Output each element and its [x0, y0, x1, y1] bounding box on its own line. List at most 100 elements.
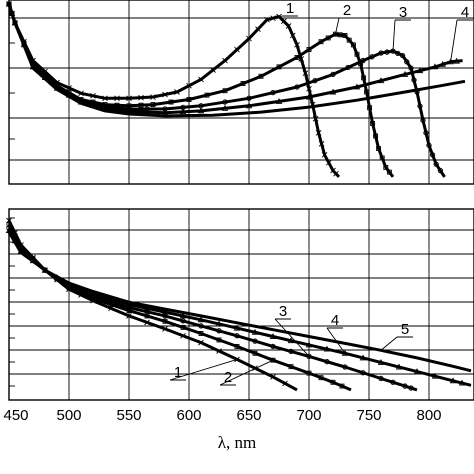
data-point-4 — [251, 328, 259, 335]
data-point-1 — [294, 42, 300, 48]
data-point-3 — [437, 167, 444, 174]
data-point-3 — [234, 333, 240, 339]
curve-label-3: 3 — [279, 303, 287, 320]
bottom-panel: 1 2 3 4 5 — [5, 208, 474, 401]
data-point-2 — [294, 54, 300, 60]
curve-label-3: 3 — [399, 4, 407, 21]
data-point-1 — [318, 141, 325, 147]
data-point-4 — [449, 377, 457, 384]
data-point-1 — [126, 95, 132, 102]
data-point-2 — [204, 92, 210, 98]
data-point-2 — [386, 169, 392, 175]
data-point-2 — [306, 47, 312, 53]
data-point-3 — [342, 364, 348, 370]
data-point-4 — [179, 108, 187, 115]
data-point-3 — [180, 318, 186, 324]
data-point-2 — [337, 32, 343, 38]
data-point-4 — [431, 372, 439, 379]
data-point-1 — [270, 374, 276, 380]
data-point-2 — [339, 383, 345, 389]
data-point-1 — [144, 319, 150, 326]
data-point-1 — [222, 57, 228, 64]
x-axis-label: λ, nm — [218, 433, 256, 452]
x-tick-label: 600 — [176, 407, 201, 424]
data-point-4 — [323, 345, 331, 352]
data-point-1 — [114, 95, 120, 102]
curve-label-leader-3 — [274, 318, 310, 357]
data-point-2 — [270, 357, 276, 363]
data-point-3 — [345, 64, 351, 71]
data-point-1 — [210, 67, 216, 73]
data-point-4 — [416, 67, 424, 74]
data-point-3 — [423, 130, 429, 136]
curve-label-5: 5 — [401, 321, 409, 338]
data-point-3 — [426, 142, 432, 149]
data-point-4 — [439, 60, 447, 67]
data-point-3 — [404, 59, 410, 65]
data-point-2 — [186, 97, 192, 102]
data-point-1 — [325, 159, 332, 166]
data-point-1 — [78, 90, 84, 97]
x-tick-labels: 450 500 550 600 650 700 750 800 — [3, 407, 441, 424]
curve-label-leader-1 — [169, 358, 238, 381]
data-point-4 — [413, 368, 421, 375]
data-point-2 — [342, 32, 348, 38]
data-point-4 — [233, 324, 241, 331]
data-point-3 — [417, 103, 423, 109]
data-point-4 — [431, 63, 439, 70]
data-point-2 — [364, 89, 370, 95]
data-point-3 — [429, 152, 436, 158]
data-point-1 — [180, 332, 186, 339]
data-point-3 — [378, 50, 384, 56]
data-point-4 — [197, 107, 205, 114]
data-point-2 — [150, 102, 156, 108]
data-point-1 — [289, 32, 296, 39]
data-point-1 — [264, 16, 270, 23]
x-tick-label: 550 — [116, 407, 141, 424]
data-point-4 — [269, 333, 277, 339]
data-point-3 — [198, 323, 204, 329]
data-point-2 — [370, 120, 376, 126]
data-point-4 — [161, 308, 169, 315]
curve-label-leader-4 — [450, 19, 473, 62]
data-point-1 — [315, 130, 322, 136]
series-line-1 — [7, 219, 298, 392]
data-point-2 — [376, 146, 382, 152]
data-point-4 — [329, 88, 337, 95]
data-point-4 — [458, 379, 466, 386]
data-point-3 — [384, 49, 390, 55]
data-point-2 — [234, 343, 240, 349]
data-point-4 — [305, 341, 313, 348]
data-point-2 — [168, 99, 174, 105]
data-point-4 — [377, 359, 385, 365]
data-point-2 — [318, 375, 324, 381]
data-point-1 — [333, 170, 339, 177]
x-tick-label: 500 — [56, 407, 81, 424]
data-point-3 — [252, 338, 258, 344]
x-tick-label: 700 — [296, 407, 321, 424]
data-point-2 — [361, 75, 367, 81]
data-point-1 — [138, 94, 144, 101]
data-point-1 — [255, 26, 261, 32]
data-point-2 — [350, 42, 356, 48]
data-point-3 — [433, 161, 439, 167]
data-point-4 — [353, 83, 361, 90]
data-point-4 — [305, 93, 313, 100]
data-point-2 — [252, 350, 258, 356]
series-line-3 — [7, 227, 418, 392]
data-point-4 — [89, 290, 97, 297]
data-point-1 — [198, 76, 204, 83]
data-point-3 — [330, 71, 336, 78]
top-panel: 1 2 3 4 — [5, 0, 474, 185]
data-point-3 — [360, 370, 366, 376]
curve-label-leader-1 — [270, 15, 298, 21]
curve-label-4: 4 — [331, 312, 339, 329]
data-point-3 — [408, 385, 414, 391]
data-point-1 — [216, 348, 222, 354]
data-point-3 — [369, 54, 375, 60]
data-point-4 — [453, 57, 460, 64]
data-point-1 — [66, 85, 72, 91]
data-point-2 — [383, 164, 389, 170]
x-tick-label: 450 — [3, 407, 28, 424]
data-point-4 — [395, 363, 403, 370]
